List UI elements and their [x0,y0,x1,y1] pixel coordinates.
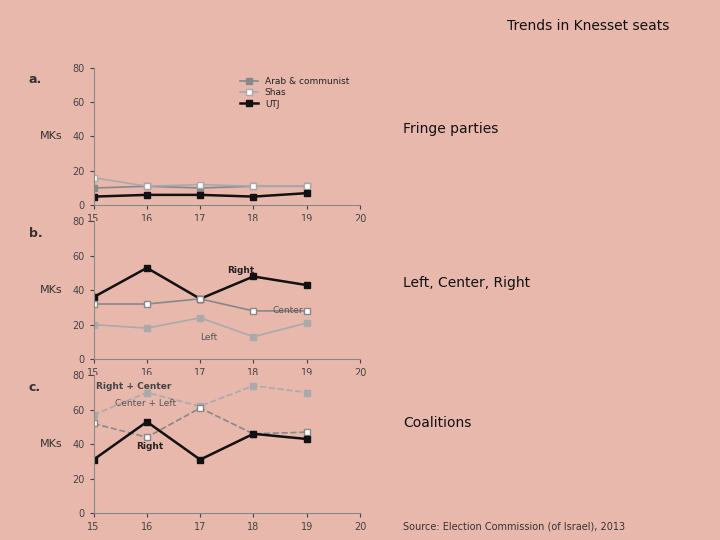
Legend: Arab & communist, Shas, UTJ: Arab & communist, Shas, UTJ [236,73,353,112]
Text: Right + Center: Right + Center [96,382,171,391]
Text: Left, Center, Right: Left, Center, Right [403,276,531,291]
Text: Center + Left: Center + Left [115,399,176,408]
Text: Left: Left [200,333,217,342]
Text: Right: Right [136,442,163,451]
Y-axis label: MKs: MKs [40,131,63,141]
Text: a.: a. [29,73,42,86]
Text: b.: b. [29,227,42,240]
Y-axis label: MKs: MKs [40,439,63,449]
Y-axis label: MKs: MKs [40,285,63,295]
Text: Trends in Knesset seats: Trends in Knesset seats [507,19,670,33]
Text: Source: Election Commission (of Israel), 2013: Source: Election Commission (of Israel),… [403,522,626,532]
Text: Center: Center [272,306,302,315]
Text: Coalitions: Coalitions [403,416,472,430]
Text: Fringe parties: Fringe parties [403,123,498,137]
Text: c.: c. [29,381,41,394]
X-axis label: Knesset: Knesset [202,539,251,540]
Text: Right: Right [227,266,254,275]
